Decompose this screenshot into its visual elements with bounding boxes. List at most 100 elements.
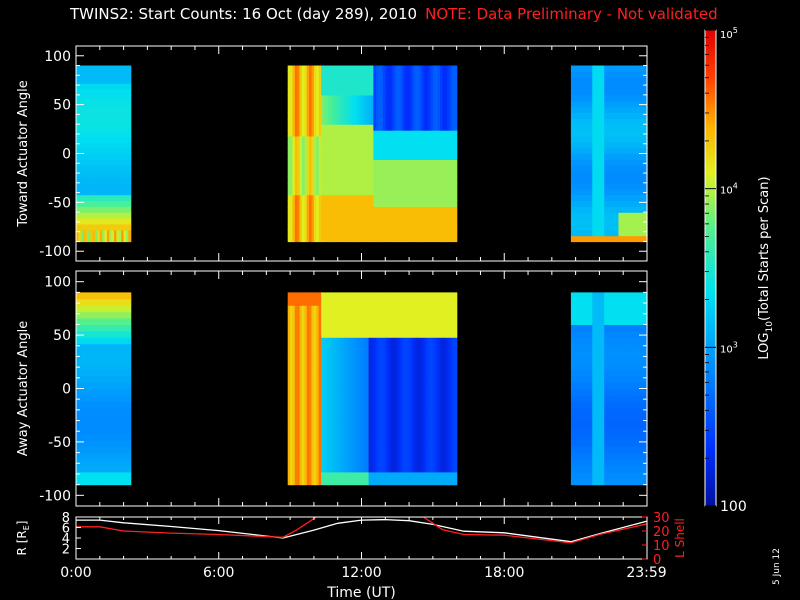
heatmap-cell bbox=[299, 77, 303, 84]
heatmap-cell bbox=[311, 305, 315, 313]
heatmap-cell bbox=[447, 141, 451, 149]
heatmap-cell bbox=[606, 130, 610, 137]
heatmap-cell bbox=[401, 141, 405, 149]
heatmap-cell bbox=[297, 130, 301, 137]
heatmap-cell bbox=[302, 112, 305, 119]
heatmap-cell bbox=[618, 200, 622, 207]
heatmap-cell bbox=[413, 118, 417, 125]
heatmap-cell bbox=[437, 223, 441, 231]
heatmap-cell bbox=[316, 337, 320, 345]
heatmap-cell bbox=[78, 223, 82, 231]
heatmap-cell bbox=[335, 141, 339, 149]
heatmap-cell bbox=[423, 229, 427, 237]
heatmap-cell bbox=[116, 414, 120, 422]
heatmap-cell bbox=[413, 223, 417, 231]
heatmap-cell bbox=[306, 182, 310, 190]
heatmap-cell bbox=[292, 77, 296, 84]
heatmap-cell bbox=[378, 141, 382, 149]
heatmap-cell bbox=[582, 100, 586, 108]
heatmap-cell bbox=[85, 478, 89, 486]
heatmap-cell bbox=[321, 478, 325, 486]
heatmap-cell bbox=[102, 407, 106, 415]
heatmap-cell bbox=[313, 350, 317, 357]
heatmap-cell bbox=[92, 65, 96, 72]
heatmap-cell bbox=[332, 77, 336, 84]
heatmap-cell bbox=[416, 130, 420, 137]
heatmap-cell bbox=[349, 200, 353, 207]
heatmap-cell bbox=[287, 427, 291, 434]
heatmap-cell bbox=[378, 165, 382, 172]
heatmap-cell bbox=[106, 369, 110, 377]
heatmap-cell bbox=[76, 77, 79, 84]
heatmap-cell bbox=[299, 433, 303, 441]
heatmap-cell bbox=[361, 65, 365, 72]
heatmap-cell bbox=[292, 89, 296, 96]
heatmap-cell bbox=[342, 182, 346, 190]
heatmap-cell bbox=[318, 182, 322, 190]
heatmap-cell bbox=[292, 446, 296, 454]
heatmap-cell bbox=[442, 135, 446, 143]
heatmap-cell bbox=[390, 118, 393, 125]
heatmap-cell bbox=[102, 153, 106, 160]
heatmap-cell bbox=[299, 147, 303, 155]
heatmap-cell bbox=[437, 77, 441, 84]
heatmap-cell bbox=[428, 65, 432, 72]
heatmap-cell bbox=[304, 311, 308, 319]
heatmap-cell bbox=[121, 94, 125, 102]
heatmap-cell bbox=[594, 194, 598, 201]
heatmap-cell bbox=[411, 89, 415, 96]
heatmap-cell bbox=[83, 311, 87, 319]
heatmap-cell bbox=[309, 311, 313, 319]
heatmap-cell bbox=[126, 446, 129, 454]
heatmap-cell bbox=[585, 89, 589, 96]
heatmap-cell bbox=[292, 388, 296, 396]
heatmap-cell bbox=[309, 141, 313, 149]
heatmap-cell bbox=[635, 177, 639, 184]
heatmap-cell bbox=[78, 427, 82, 434]
heatmap-cell bbox=[299, 375, 303, 383]
heatmap-cell bbox=[337, 141, 341, 149]
heatmap-cell bbox=[318, 106, 322, 114]
heatmap-cell bbox=[109, 382, 113, 390]
heatmap-cell bbox=[306, 94, 310, 102]
heatmap-cell bbox=[106, 65, 110, 72]
heatmap-cell bbox=[404, 135, 408, 143]
heatmap-cell bbox=[618, 171, 622, 178]
heatmap-cell bbox=[644, 89, 648, 96]
heatmap-cell bbox=[118, 194, 122, 201]
heatmap-cell bbox=[328, 182, 332, 190]
heatmap-cell bbox=[575, 177, 579, 184]
heatmap-cell bbox=[104, 318, 108, 325]
heatmap-cell bbox=[440, 71, 443, 78]
heatmap-cell bbox=[309, 206, 313, 213]
heatmap-cell bbox=[102, 206, 106, 213]
heatmap-cell bbox=[616, 223, 620, 231]
heatmap-cell bbox=[311, 112, 315, 119]
heatmap-cell bbox=[104, 459, 108, 466]
heatmap-cell bbox=[423, 212, 427, 219]
heatmap-cell bbox=[432, 106, 436, 114]
heatmap-cell bbox=[80, 382, 84, 390]
heatmap-cell bbox=[428, 124, 432, 131]
heatmap-cell bbox=[311, 356, 315, 364]
heatmap-cell bbox=[599, 65, 603, 72]
heatmap-cell bbox=[397, 130, 401, 137]
heatmap-cell bbox=[299, 343, 303, 351]
heatmap-cell bbox=[447, 106, 451, 114]
heatmap-cell bbox=[589, 165, 593, 172]
heatmap-cell bbox=[335, 229, 339, 237]
heatmap-cell bbox=[397, 89, 401, 96]
heatmap-cell bbox=[80, 212, 84, 219]
heatmap-cell bbox=[299, 223, 303, 231]
heatmap-cell bbox=[323, 100, 327, 108]
heatmap-cell bbox=[323, 135, 327, 143]
heatmap-cell bbox=[306, 165, 310, 172]
heatmap-cell bbox=[299, 83, 303, 90]
heatmap-cell bbox=[589, 100, 593, 108]
heatmap-cell bbox=[359, 235, 363, 243]
heatmap-cell bbox=[639, 71, 643, 78]
heatmap-cell bbox=[592, 235, 596, 243]
heatmap-cell bbox=[299, 130, 303, 137]
heatmap-cell bbox=[616, 94, 620, 102]
heatmap-cell bbox=[604, 124, 608, 131]
